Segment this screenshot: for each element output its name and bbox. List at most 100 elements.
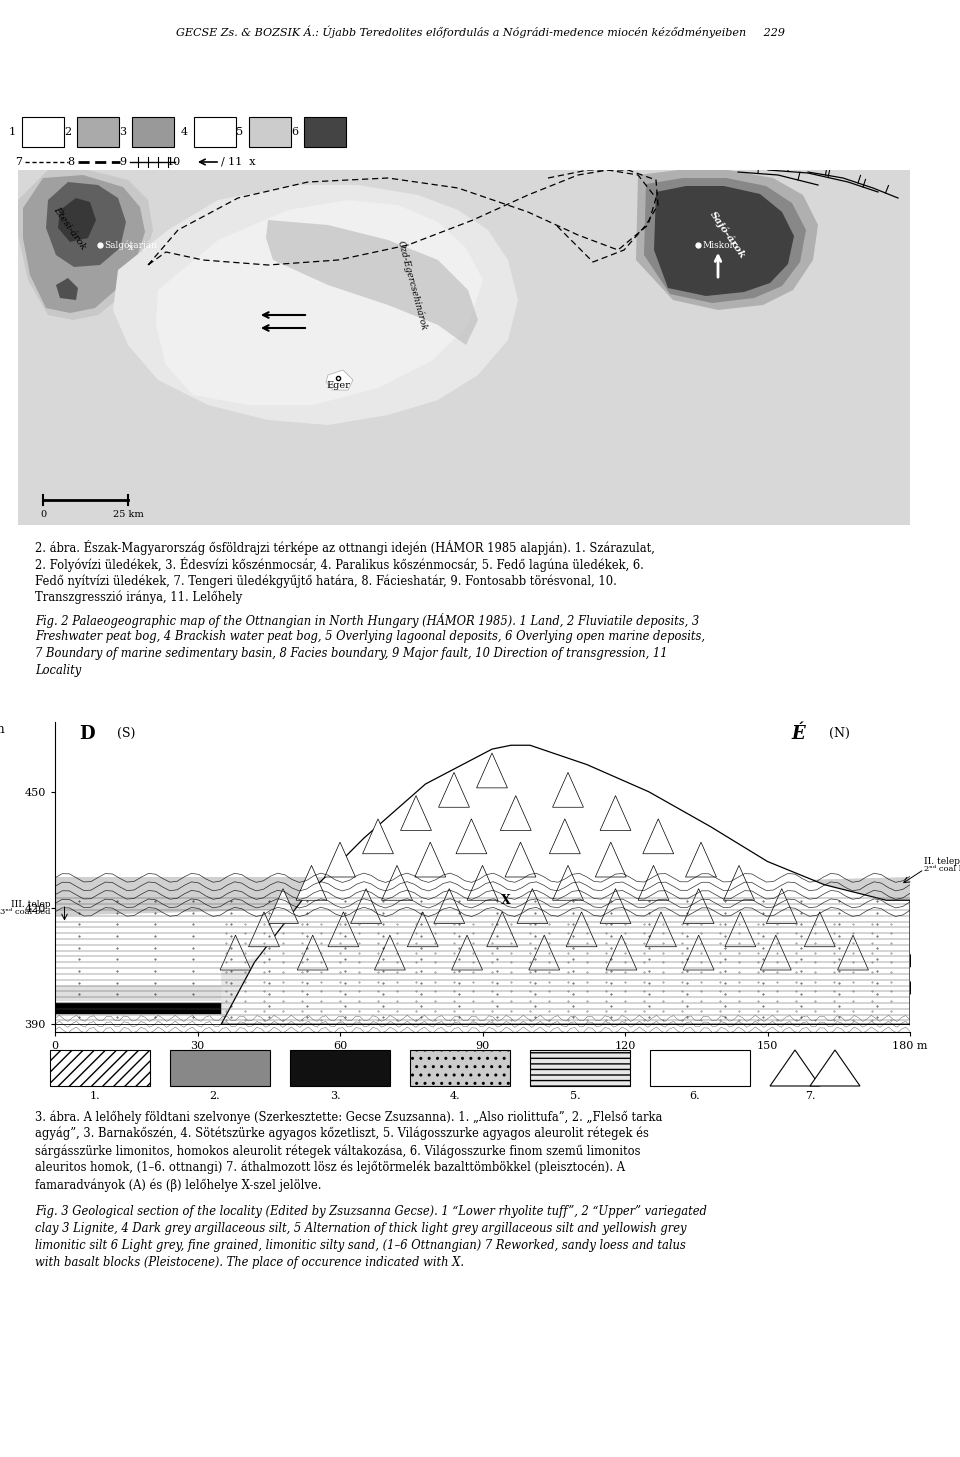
Text: X: X: [501, 893, 511, 906]
Text: famaradványok (A) és (β) lelőhelye X-szel jelölve.: famaradványok (A) és (β) lelőhelye X-sze…: [35, 1179, 322, 1192]
Text: 4.: 4.: [449, 1091, 460, 1101]
Text: 3.: 3.: [329, 1091, 340, 1101]
Bar: [170, 1050, 270, 1085]
Polygon shape: [156, 200, 483, 405]
Polygon shape: [645, 912, 677, 947]
Text: GECSE Zs. & BOZSIK Á.: Újabb Teredolites előfordulás a Nógrádi-medence miocén ké: GECSE Zs. & BOZSIK Á.: Újabb Teredolites…: [176, 26, 784, 38]
Text: 1: 1: [9, 127, 16, 137]
Text: agyág”, 3. Barnakőszén, 4. Sötétszürke agyagos kőzetliszt, 5. Világosszurke agya: agyág”, 3. Barnakőszén, 4. Sötétszürke a…: [35, 1128, 649, 1141]
Polygon shape: [249, 912, 279, 947]
Text: 3. ábra. A lelőhely földtani szelvonye (Szerkesztette: Gecse Zsuzsanna). 1. „Als: 3. ábra. A lelőhely földtani szelvonye (…: [35, 1110, 662, 1123]
Text: 10: 10: [167, 157, 181, 168]
Bar: [249, 117, 291, 147]
Bar: [50, 1050, 150, 1085]
Polygon shape: [456, 819, 487, 854]
Polygon shape: [606, 935, 636, 970]
Text: aleuritos homok, (1–6. ottnangi) 7. áthalmozott lösz és lejőtörmelék bazalttömbö: aleuritos homok, (1–6. ottnangi) 7. átha…: [35, 1161, 625, 1174]
Polygon shape: [644, 178, 806, 303]
Bar: [132, 117, 174, 147]
Text: Sajó-árok: Sajó-árok: [708, 210, 748, 261]
Text: Fig. 3 Geological section of the locality (Edited by Zsuzsanna Gecse). 1 “Lower : Fig. 3 Geological section of the localit…: [35, 1205, 707, 1218]
Polygon shape: [468, 865, 498, 900]
Text: 9: 9: [119, 157, 126, 168]
Text: 2.: 2.: [209, 1091, 220, 1101]
Polygon shape: [400, 796, 431, 830]
Polygon shape: [55, 900, 910, 1024]
Polygon shape: [296, 865, 327, 900]
Polygon shape: [684, 935, 714, 970]
Polygon shape: [553, 865, 584, 900]
Polygon shape: [298, 935, 328, 970]
Polygon shape: [350, 889, 381, 924]
Bar: [194, 117, 236, 147]
Polygon shape: [685, 842, 716, 877]
Polygon shape: [268, 889, 299, 924]
Text: 4: 4: [180, 127, 188, 137]
Polygon shape: [56, 278, 78, 300]
Polygon shape: [505, 842, 536, 877]
Text: Freshwater peat bog, 4 Brackish water peat bog, 5 Overlying lagoonal deposits, 6: Freshwater peat bog, 4 Brackish water pe…: [35, 629, 705, 643]
Polygon shape: [810, 1050, 860, 1085]
Bar: [77, 117, 119, 147]
Polygon shape: [451, 935, 483, 970]
Text: limonitic silt 6 Light grey, fine grained, limonitic silty sand, (1–6 Ottnangian: limonitic silt 6 Light grey, fine graine…: [35, 1238, 685, 1252]
Polygon shape: [516, 889, 548, 924]
Text: 0: 0: [40, 510, 46, 519]
Text: Locality: Locality: [35, 664, 82, 678]
Polygon shape: [760, 935, 791, 970]
Text: 5: 5: [236, 127, 243, 137]
Polygon shape: [638, 865, 669, 900]
Polygon shape: [18, 170, 153, 321]
Polygon shape: [439, 772, 469, 807]
Text: Ózd-Egercsehinárok: Ózd-Egercsehinárok: [396, 239, 430, 331]
Polygon shape: [600, 796, 631, 830]
Polygon shape: [221, 745, 910, 1024]
Text: 5.: 5.: [569, 1091, 580, 1101]
Polygon shape: [328, 912, 359, 947]
Text: 2. Folyóvízi üledékek, 3. Édesvízi kőszénmocsár, 4. Paralikus kőszénmocsár, 5. F: 2. Folyóvízi üledékek, 3. Édesvízi kőszé…: [35, 557, 644, 573]
Polygon shape: [804, 912, 835, 947]
Text: /: /: [221, 157, 225, 168]
Polygon shape: [595, 842, 626, 877]
Text: 8: 8: [67, 157, 74, 168]
Text: 2ⁿᵈ coal bed: 2ⁿᵈ coal bed: [924, 865, 960, 873]
Polygon shape: [113, 185, 518, 425]
Polygon shape: [221, 919, 910, 1024]
Bar: [650, 1050, 750, 1085]
Polygon shape: [500, 796, 531, 830]
Text: 7: 7: [15, 157, 22, 168]
Text: Salgótarján: Salgótarján: [104, 240, 157, 249]
Text: Eger: Eger: [326, 380, 350, 389]
Polygon shape: [434, 889, 465, 924]
Polygon shape: [381, 865, 413, 900]
Polygon shape: [220, 935, 251, 970]
Text: Étesi-árok: Étesi-árok: [52, 205, 88, 251]
Polygon shape: [326, 370, 353, 390]
Text: Fig. 2 Palaeogeographic map of the Ottnangian in North Hungary (HÁMOR 1985). 1 L: Fig. 2 Palaeogeographic map of the Ottna…: [35, 613, 699, 628]
Text: 6.: 6.: [689, 1091, 700, 1101]
Text: 25 km: 25 km: [112, 510, 143, 519]
Text: Transzgresszió iránya, 11. Lelőhely: Transzgresszió iránya, 11. Lelőhely: [35, 592, 242, 605]
Bar: [22, 117, 64, 147]
Text: 3ⁿᵈ coal bed: 3ⁿᵈ coal bed: [0, 908, 50, 916]
Text: 3: 3: [119, 127, 126, 137]
Text: III. telep: III. telep: [11, 899, 50, 909]
Polygon shape: [724, 865, 755, 900]
Polygon shape: [46, 182, 126, 267]
Text: (S): (S): [117, 727, 135, 740]
Polygon shape: [684, 889, 714, 924]
Polygon shape: [55, 873, 910, 916]
Polygon shape: [415, 842, 445, 877]
Text: Fedő nyítvízi üledékek, 7. Tengeri üledékgyűjtő határa, 8. Fácieshatár, 9. Fonto: Fedő nyítvízi üledékek, 7. Tengeri üledé…: [35, 574, 617, 587]
Text: sárgásszürke limonitos, homokos aleurolit rétegek váltakozása, 6. Világosszurke : sárgásszürke limonitos, homokos aleuroli…: [35, 1144, 640, 1157]
Polygon shape: [549, 819, 580, 854]
Polygon shape: [566, 912, 597, 947]
Text: 2: 2: [64, 127, 71, 137]
Polygon shape: [837, 935, 869, 970]
Polygon shape: [55, 985, 910, 1005]
Polygon shape: [529, 935, 560, 970]
Bar: [304, 117, 346, 147]
Text: clay 3 Lignite, 4 Dark grey argillaceous silt, 5 Alternation of thick light grey: clay 3 Lignite, 4 Dark grey argillaceous…: [35, 1222, 686, 1236]
Polygon shape: [766, 889, 797, 924]
Text: D: D: [79, 724, 94, 743]
